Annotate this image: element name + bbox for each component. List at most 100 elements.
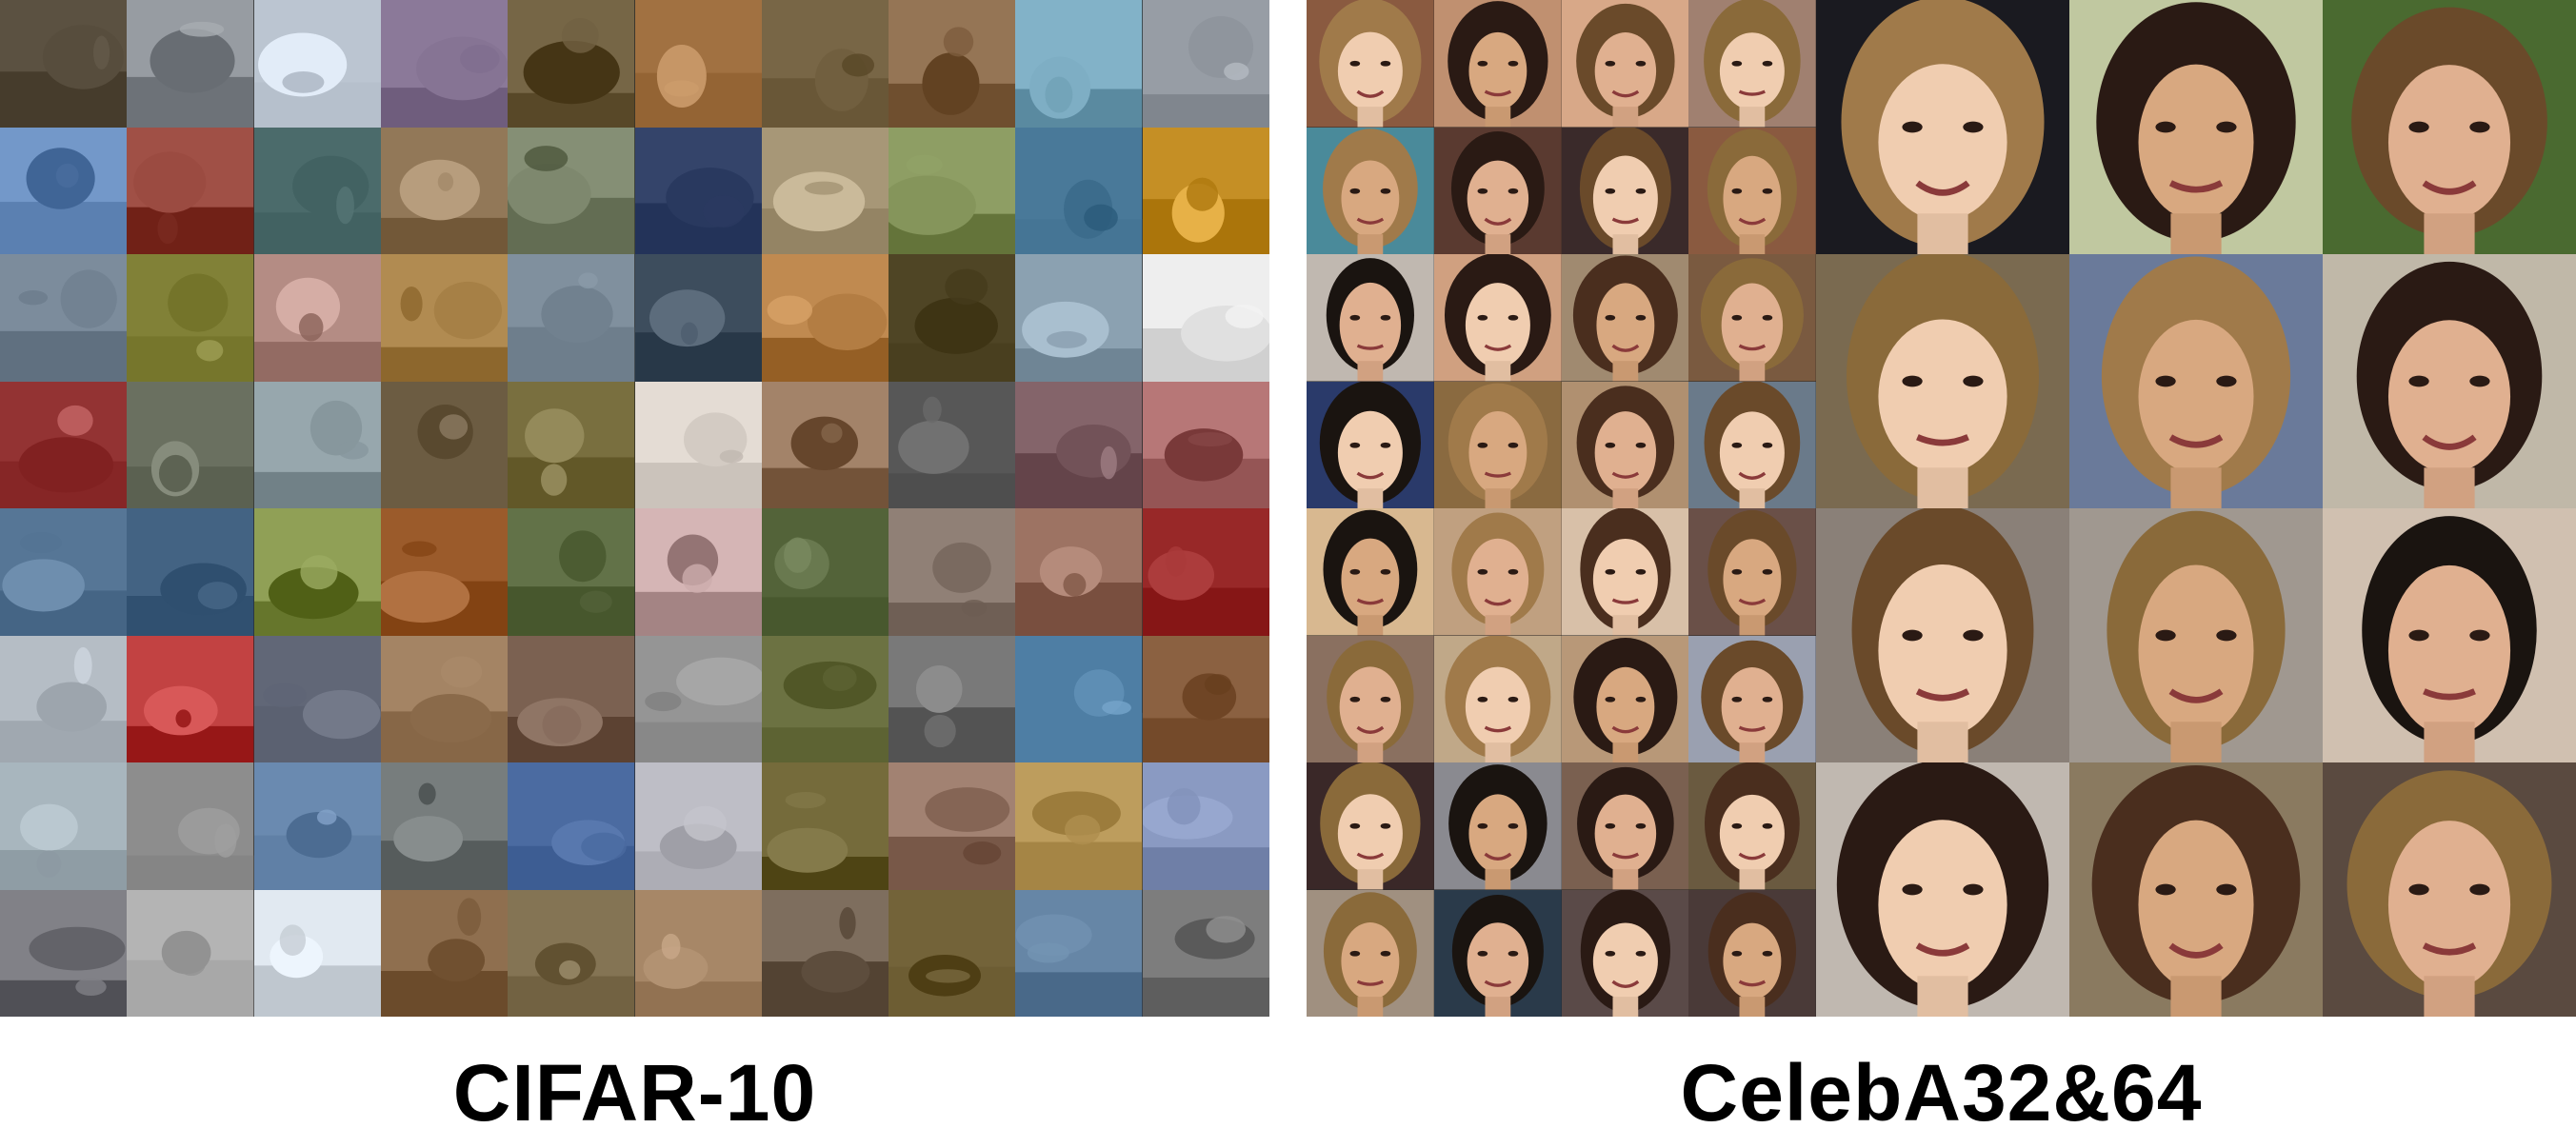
cifar10-sample-r7-c3 (254, 762, 381, 890)
cifar10-sample-r5-c4 (381, 508, 508, 636)
cifar10-sample-r2-c5 (508, 128, 634, 255)
cifar10-sample-r3-c9 (1015, 254, 1142, 382)
celeba64-sample-r1-c1 (1816, 0, 2069, 254)
cifar10-sample-r1-c7 (762, 0, 889, 128)
cifar10-sample-r6-c2 (127, 636, 253, 763)
cifar10-sample-r2-c8 (889, 128, 1015, 255)
celeba32-sample-r6-c2 (1434, 636, 1562, 763)
cifar10-sample-r6-c7 (762, 636, 889, 763)
celeba64-sample-r1-c2 (2069, 0, 2323, 254)
celeba64-sample-r2-c2 (2069, 254, 2323, 508)
celeba32-sample-r7-c2 (1434, 762, 1562, 890)
cifar10-sample-r1-c3 (254, 0, 381, 128)
celeba32-sample-r3-c2 (1434, 254, 1562, 382)
cifar10-sample-r8-c4 (381, 890, 508, 1018)
celeba32-sample-r7-c4 (1688, 762, 1816, 890)
celeba64-sample-r3-c3 (2323, 508, 2576, 762)
cifar10-sample-r8-c8 (889, 890, 1015, 1018)
cifar10-sample-r1-c10 (1143, 0, 1269, 128)
cifar10-sample-r6-c5 (508, 636, 634, 763)
cifar10-sample-r6-c1 (0, 636, 127, 763)
cifar10-sample-r6-c3 (254, 636, 381, 763)
cifar10-sample-r1-c6 (635, 0, 762, 128)
cifar10-sample-r2-c1 (0, 128, 127, 255)
cifar10-sample-r5-c10 (1143, 508, 1269, 636)
celeba32-sample-r2-c3 (1562, 128, 1689, 255)
celeba32-sample-r3-c4 (1688, 254, 1816, 382)
cifar10-sample-r2-c9 (1015, 128, 1142, 255)
cifar10-sample-r3-c8 (889, 254, 1015, 382)
celeba32-sample-r5-c3 (1562, 508, 1689, 636)
celeba32-sample-r8-c4 (1688, 890, 1816, 1018)
celeba64-sample-r3-c1 (1816, 508, 2069, 762)
cifar10-sample-r8-c5 (508, 890, 634, 1018)
cifar10-sample-r7-c9 (1015, 762, 1142, 890)
celeba32-sample-r5-c4 (1688, 508, 1816, 636)
celeba64-sample-r2-c3 (2323, 254, 2576, 508)
cifar10-sample-r1-c9 (1015, 0, 1142, 128)
cifar10-sample-r4-c7 (762, 382, 889, 509)
celeba32-sample-r4-c4 (1688, 382, 1816, 509)
cifar10-sample-r1-c5 (508, 0, 634, 128)
cifar10-sample-r6-c9 (1015, 636, 1142, 763)
cifar10-sample-grid (0, 0, 1269, 1017)
celeba32-sample-r2-c2 (1434, 128, 1562, 255)
cifar10-sample-r2-c2 (127, 128, 253, 255)
cifar10-sample-r1-c8 (889, 0, 1015, 128)
cifar10-sample-r3-c5 (508, 254, 634, 382)
cifar10-sample-r2-c4 (381, 128, 508, 255)
celeba32-sample-r4-c3 (1562, 382, 1689, 509)
cifar10-sample-r4-c1 (0, 382, 127, 509)
cifar10-sample-r2-c10 (1143, 128, 1269, 255)
celeba32-sample-r3-c3 (1562, 254, 1689, 382)
celeba32-sample-r1-c1 (1307, 0, 1434, 128)
celeba32-sample-r2-c1 (1307, 128, 1434, 255)
celeba32-sample-r6-c1 (1307, 636, 1434, 763)
celeba32-sample-grid (1307, 0, 1816, 1017)
cifar10-sample-r7-c1 (0, 762, 127, 890)
cifar10-caption: CIFAR-10 (0, 1045, 1269, 1140)
cifar10-sample-r5-c1 (0, 508, 127, 636)
celeba32-sample-r8-c1 (1307, 890, 1434, 1018)
celeba32-sample-r8-c2 (1434, 890, 1562, 1018)
celeba64-sample-r4-c3 (2323, 762, 2576, 1017)
cifar10-sample-r5-c2 (127, 508, 253, 636)
cifar10-sample-r4-c5 (508, 382, 634, 509)
cifar10-sample-r8-c10 (1143, 890, 1269, 1018)
celeba32-sample-r4-c2 (1434, 382, 1562, 509)
cifar10-sample-r1-c1 (0, 0, 127, 128)
cifar10-sample-r7-c4 (381, 762, 508, 890)
celeba-caption: CelebA32&64 (1307, 1045, 2576, 1140)
celeba64-sample-r4-c1 (1816, 762, 2069, 1017)
cifar10-sample-r3-c1 (0, 254, 127, 382)
celeba64-sample-r3-c2 (2069, 508, 2323, 762)
cifar10-sample-r8-c3 (254, 890, 381, 1018)
cifar10-sample-r4-c6 (635, 382, 762, 509)
celeba64-sample-r2-c1 (1816, 254, 2069, 508)
cifar10-sample-r4-c9 (1015, 382, 1142, 509)
cifar10-sample-r1-c2 (127, 0, 253, 128)
cifar10-sample-r7-c8 (889, 762, 1015, 890)
cifar10-sample-r7-c10 (1143, 762, 1269, 890)
cifar10-sample-r8-c1 (0, 890, 127, 1018)
cifar10-sample-r2-c3 (254, 128, 381, 255)
cifar10-sample-r3-c2 (127, 254, 253, 382)
celeba32-sample-r7-c3 (1562, 762, 1689, 890)
cifar10-sample-r3-c10 (1143, 254, 1269, 382)
cifar10-sample-r1-c4 (381, 0, 508, 128)
cifar10-sample-r7-c5 (508, 762, 634, 890)
celeba32-sample-r1-c3 (1562, 0, 1689, 128)
cifar10-sample-r3-c7 (762, 254, 889, 382)
cifar10-sample-r5-c6 (635, 508, 762, 636)
celeba32-sample-r6-c4 (1688, 636, 1816, 763)
cifar10-sample-r5-c7 (762, 508, 889, 636)
cifar10-sample-r3-c6 (635, 254, 762, 382)
cifar10-sample-r4-c4 (381, 382, 508, 509)
cifar10-sample-r4-c8 (889, 382, 1015, 509)
cifar10-sample-r6-c4 (381, 636, 508, 763)
celeba32-sample-r3-c1 (1307, 254, 1434, 382)
cifar10-sample-r7-c2 (127, 762, 253, 890)
cifar10-sample-r5-c9 (1015, 508, 1142, 636)
cifar10-sample-r5-c3 (254, 508, 381, 636)
cifar10-sample-r8-c7 (762, 890, 889, 1018)
